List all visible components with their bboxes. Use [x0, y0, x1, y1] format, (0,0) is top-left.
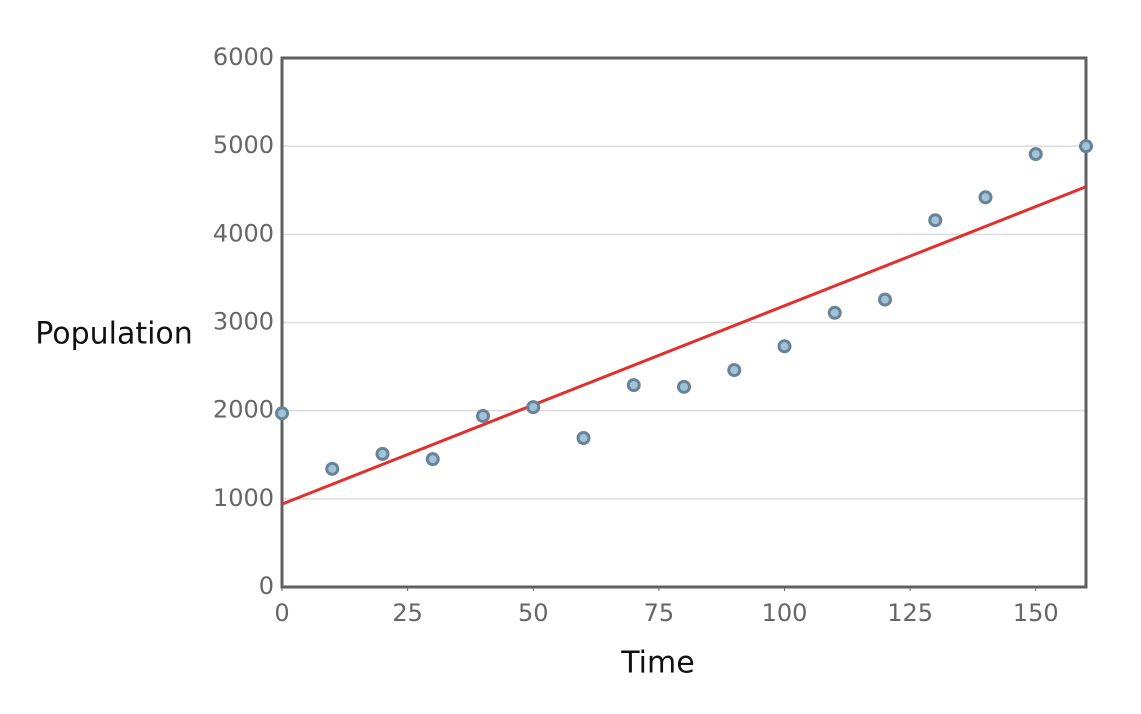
- y-tick-label: 3000: [213, 308, 274, 336]
- scatter-point: [375, 446, 390, 461]
- scatter-point: [978, 190, 993, 205]
- scatter-point: [425, 452, 440, 467]
- y-axis-title: Population: [35, 317, 193, 352]
- x-tick-label: 25: [392, 599, 423, 627]
- scatter-point: [727, 363, 742, 378]
- x-tick-label: 50: [518, 599, 549, 627]
- x-axis-title: Time: [620, 646, 694, 681]
- scatter-point: [626, 378, 641, 393]
- scatter-point: [928, 213, 943, 228]
- y-tick-label: 1000: [213, 484, 274, 512]
- y-tick-label: 0: [259, 572, 274, 600]
- trend-line: [281, 185, 1087, 506]
- scatter-point: [827, 305, 842, 320]
- scatter-point: [526, 400, 541, 415]
- scatter-point: [325, 461, 340, 476]
- y-tick-label: 2000: [213, 396, 274, 424]
- x-tick-label: 75: [644, 599, 675, 627]
- plot-frame: [280, 56, 1088, 589]
- x-tick-label: 150: [1013, 599, 1059, 627]
- x-tick-label: 100: [762, 599, 808, 627]
- scatter-point: [777, 339, 792, 354]
- x-tick-label: 0: [274, 599, 289, 627]
- scatter-point: [1079, 139, 1093, 154]
- y-tick-label: 6000: [213, 43, 274, 71]
- scatter-point: [576, 430, 591, 445]
- scatter-point: [476, 408, 490, 423]
- scatter-point: [878, 292, 892, 307]
- scatter-point: [1028, 147, 1043, 162]
- y-tick-label: 4000: [213, 219, 274, 247]
- x-tick-label: 125: [887, 599, 933, 627]
- scatter-point: [275, 406, 289, 421]
- y-tick-label: 5000: [213, 131, 274, 159]
- scatter-point: [677, 379, 691, 394]
